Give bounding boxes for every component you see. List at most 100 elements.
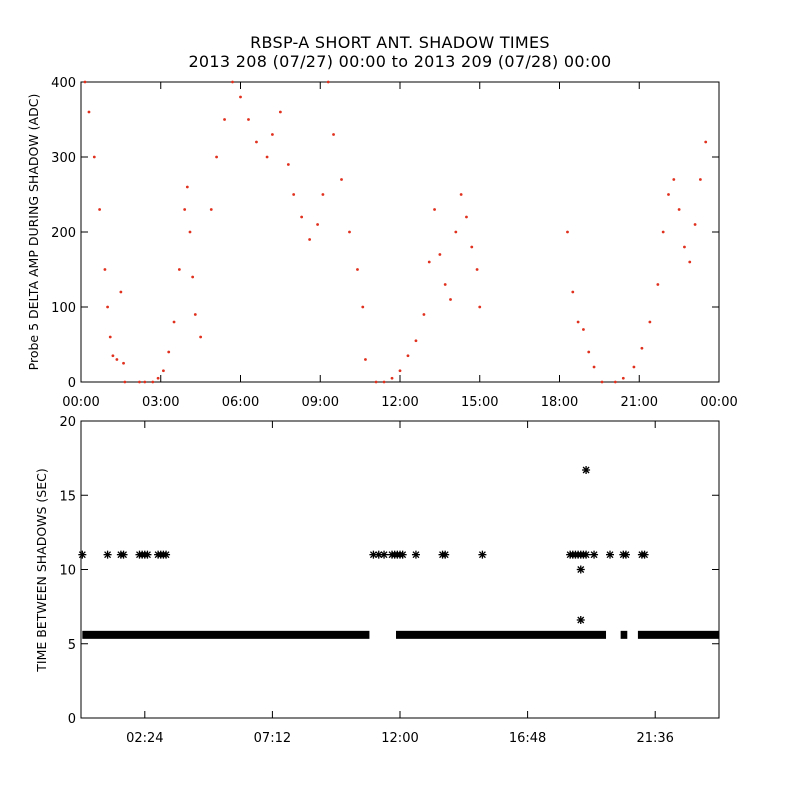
- data-point: [92, 155, 96, 159]
- data-point: [316, 223, 319, 226]
- data-point-asterisk: [621, 550, 630, 559]
- data-point-asterisk: [576, 615, 585, 624]
- data-point: [470, 245, 474, 249]
- data-point-asterisk: [640, 550, 649, 559]
- data-point: [621, 376, 625, 380]
- data-point: [427, 260, 431, 264]
- x-tick-label: 21:36: [636, 731, 673, 746]
- data-point: [582, 328, 585, 331]
- data-point: [632, 365, 636, 369]
- data-point-asterisk: [606, 550, 615, 559]
- data-point: [340, 178, 343, 181]
- data-point-asterisk: [411, 550, 420, 559]
- data-point-asterisk: [103, 550, 112, 559]
- data-point: [185, 185, 189, 189]
- data-point: [648, 320, 652, 324]
- chart-title-line2: 2013 208 (07/27) 00:00 to 2013 209 (07/2…: [188, 52, 612, 71]
- baseline-points-band: [396, 630, 607, 639]
- data-point: [677, 208, 681, 211]
- x-tick-label: 02:24: [126, 731, 163, 746]
- data-point: [193, 313, 197, 316]
- chart-title-line1: RBSP-A SHORT ANT. SHADOW TIMES: [250, 33, 550, 52]
- data-point: [300, 215, 304, 219]
- data-point: [209, 208, 213, 211]
- data-point: [406, 354, 410, 358]
- data-point: [422, 313, 426, 316]
- x-tick-label: 07:12: [254, 731, 291, 746]
- data-point: [162, 369, 165, 373]
- data-point: [119, 290, 123, 294]
- data-point: [239, 95, 242, 99]
- data-point: [587, 350, 591, 354]
- data-point: [433, 208, 436, 211]
- data-point: [704, 140, 708, 144]
- data-point-asterisk: [162, 550, 171, 559]
- data-point: [87, 110, 91, 114]
- y-tick-label: 10: [59, 564, 76, 579]
- plot-frame: [80, 81, 720, 383]
- data-point-asterisk: [582, 466, 591, 475]
- data-point: [223, 118, 226, 121]
- y-tick-label: 15: [59, 489, 76, 504]
- data-point: [566, 230, 569, 234]
- data-point: [475, 268, 479, 271]
- data-point: [382, 380, 386, 384]
- plot-frame: [80, 420, 720, 719]
- data-point: [438, 253, 442, 256]
- data-point: [613, 380, 617, 384]
- x-tick-label: 16:48: [509, 731, 546, 746]
- data-point: [265, 155, 269, 159]
- data-point: [454, 230, 458, 234]
- x-tick-label: 00:00: [62, 395, 99, 410]
- y-tick-label: 0: [68, 376, 76, 391]
- data-point: [443, 283, 447, 286]
- data-point: [247, 118, 250, 121]
- baseline-points-band: [620, 630, 628, 639]
- y-tick-label: 0: [68, 712, 76, 727]
- data-point-asterisk: [398, 550, 407, 559]
- data-point-asterisk: [478, 550, 487, 559]
- data-point: [286, 163, 290, 166]
- data-point: [672, 178, 676, 181]
- y-tick-label: 5: [68, 638, 76, 653]
- x-tick-label: 15:00: [461, 395, 498, 410]
- data-point-asterisk: [582, 550, 591, 559]
- data-point: [571, 290, 575, 294]
- data-point: [191, 275, 195, 279]
- data-point: [123, 380, 127, 384]
- data-point: [122, 361, 125, 365]
- data-point-asterisk: [576, 565, 585, 574]
- x-tick-label: 09:00: [302, 395, 339, 410]
- data-point: [600, 380, 604, 384]
- data-point: [83, 80, 87, 84]
- x-tick-label: 21:00: [621, 395, 658, 410]
- data-point-asterisk: [119, 550, 128, 559]
- data-point-asterisk: [143, 550, 152, 559]
- data-point: [215, 155, 218, 159]
- data-point: [364, 358, 367, 361]
- data-point: [667, 193, 670, 196]
- data-point: [138, 380, 141, 384]
- data-point: [177, 268, 181, 271]
- data-point: [231, 80, 234, 84]
- x-tick-label: 12:00: [381, 395, 418, 410]
- data-point: [172, 320, 176, 324]
- data-point: [478, 305, 482, 309]
- data-point: [115, 358, 119, 361]
- bottom-panel-time-between: 02:24 07:12 12:00 16:48 21:36 0 5 10 15 20 TIME BE…: [34, 415, 720, 746]
- y-axis-label: TIME BETWEEN SHADOWS (SEC): [34, 468, 49, 673]
- data-point: [111, 354, 115, 358]
- data-point: [356, 268, 359, 271]
- x-tick-label: 03:00: [142, 395, 179, 410]
- x-tick-label: 06:00: [222, 395, 259, 410]
- baseline-points-band: [82, 630, 370, 639]
- data-point: [332, 133, 335, 136]
- data-point: [167, 350, 171, 354]
- data-point: [661, 230, 665, 234]
- data-point: [449, 298, 452, 301]
- data-point: [188, 230, 192, 234]
- y-tick-label: 400: [51, 76, 76, 91]
- y-tick-label: 100: [51, 301, 76, 316]
- data-point: [656, 283, 660, 286]
